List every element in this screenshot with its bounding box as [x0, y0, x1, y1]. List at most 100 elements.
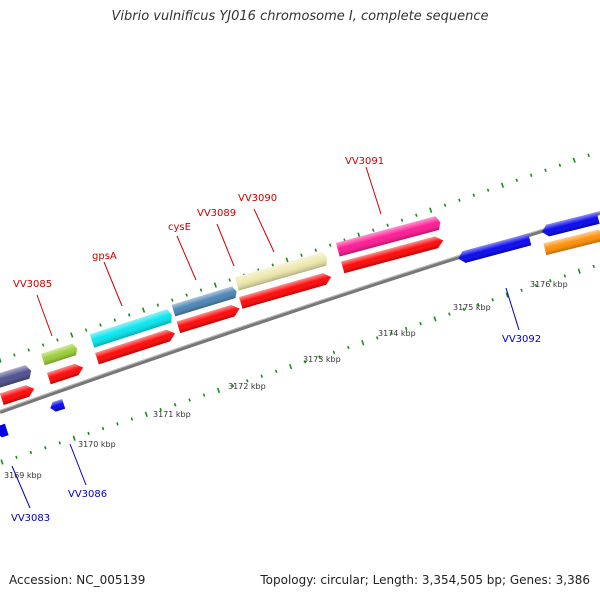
minor-tick	[87, 431, 90, 436]
minor-tick	[472, 193, 476, 197]
minor-tick	[520, 288, 523, 292]
minor-tick	[56, 338, 59, 342]
cds-red[interactable]	[95, 328, 177, 365]
minor-tick	[347, 345, 350, 350]
cds-red[interactable]	[239, 271, 333, 309]
minor-tick	[173, 403, 177, 407]
cds-blue[interactable]	[457, 233, 532, 265]
gene-label-cyse[interactable]: cysE	[168, 222, 191, 233]
gene-label-vv3092[interactable]: VV3092	[502, 334, 541, 345]
minor-tick	[29, 450, 33, 455]
minor-tick	[156, 303, 160, 307]
minor-tick	[486, 188, 490, 192]
minor-tick	[448, 312, 451, 316]
minor-tick	[202, 393, 206, 397]
minor-tick	[386, 223, 389, 227]
gene-khaki[interactable]	[234, 251, 329, 291]
scale-label: 3170 kbp	[78, 440, 116, 449]
minor-tick	[415, 213, 418, 217]
major-tick	[0, 357, 2, 363]
major-tick	[285, 257, 289, 263]
major-tick	[289, 363, 293, 370]
minor-tick	[328, 243, 332, 247]
minor-tick	[515, 178, 519, 182]
scale-label: 3175 kbp	[453, 303, 491, 312]
minor-tick	[84, 328, 88, 332]
gene-label-vv3090[interactable]: VV3090	[238, 193, 277, 204]
minor-tick	[27, 348, 30, 352]
minor-tick	[376, 336, 379, 340]
gene-label-vv3085[interactable]: VV3085	[13, 279, 52, 290]
cds-red[interactable]	[47, 362, 85, 385]
minor-tick	[332, 350, 336, 354]
minor-tick	[558, 163, 562, 167]
outer-tick-marks	[0, 153, 590, 363]
minor-tick	[592, 264, 595, 269]
scale-label: 3169 kbp	[4, 471, 42, 480]
major-tick	[433, 316, 437, 322]
cds-red[interactable]	[176, 303, 242, 334]
major-tick	[144, 411, 148, 417]
major-tick	[572, 157, 576, 163]
minor-tick	[231, 384, 235, 388]
accession-text: Accession: NC_005139	[9, 573, 146, 587]
cds-blue[interactable]	[0, 423, 9, 439]
minor-tick	[127, 313, 131, 317]
minor-tick	[443, 203, 447, 207]
major-tick	[505, 292, 509, 298]
minor-tick	[246, 379, 249, 383]
minor-tick	[271, 263, 275, 267]
minor-tick	[529, 173, 533, 177]
minor-tick	[274, 369, 278, 374]
scale-label: 3174 kbp	[378, 329, 416, 338]
inner-tick-marks	[0, 264, 595, 465]
cds-red[interactable]	[0, 383, 36, 405]
gene-pink[interactable]	[335, 216, 442, 257]
minor-tick	[318, 355, 321, 359]
minor-tick	[260, 374, 263, 378]
gene-dark-blue[interactable]	[0, 364, 33, 388]
minor-tick	[58, 441, 61, 445]
minor-tick	[549, 279, 552, 283]
gene-orange[interactable]	[543, 229, 600, 256]
gene-lime[interactable]	[41, 343, 79, 366]
minor-tick	[101, 426, 105, 431]
minor-tick	[404, 326, 408, 331]
minor-tick	[199, 288, 203, 292]
minor-tick	[116, 422, 119, 426]
major-tick	[361, 340, 365, 346]
minor-tick	[185, 293, 188, 297]
gene-label-vv3089[interactable]: VV3089	[197, 208, 236, 219]
minor-tick	[419, 321, 422, 326]
minor-tick	[171, 298, 174, 302]
scale-label: 3171 kbp	[153, 410, 191, 419]
major-tick	[141, 307, 146, 313]
map-title: Vibrio vulnificus YJ016 chromosome I, co…	[111, 9, 489, 24]
minor-tick	[13, 353, 16, 357]
topology-summary: Topology: circular; Length: 3,354,505 bp…	[260, 573, 590, 587]
gene-label-vv3083[interactable]: VV3083	[11, 513, 50, 524]
label-leader-lines	[11, 166, 520, 509]
major-tick	[70, 332, 74, 338]
cds-blue[interactable]	[49, 399, 66, 413]
scale-label: 3173 kbp	[303, 355, 341, 364]
gene-cyan[interactable]	[89, 308, 174, 348]
minor-tick	[458, 198, 461, 202]
gene-steelblue[interactable]	[171, 286, 239, 317]
minor-tick	[534, 283, 538, 288]
cds-red[interactable]	[341, 235, 445, 274]
gene-label-vv3086[interactable]: VV3086	[68, 489, 107, 500]
major-tick	[429, 207, 433, 213]
minor-tick	[587, 153, 590, 157]
minor-tick	[99, 323, 102, 327]
minor-tick	[390, 331, 393, 335]
minor-tick	[188, 398, 191, 402]
cds-blue[interactable]	[540, 212, 600, 238]
major-tick	[213, 282, 217, 288]
minor-tick	[300, 253, 303, 257]
minor-tick	[563, 274, 567, 278]
gene-label-gpsa[interactable]: gpsA	[92, 251, 117, 262]
minor-tick	[15, 455, 18, 459]
gene-label-vv3091[interactable]: VV3091	[345, 156, 384, 167]
